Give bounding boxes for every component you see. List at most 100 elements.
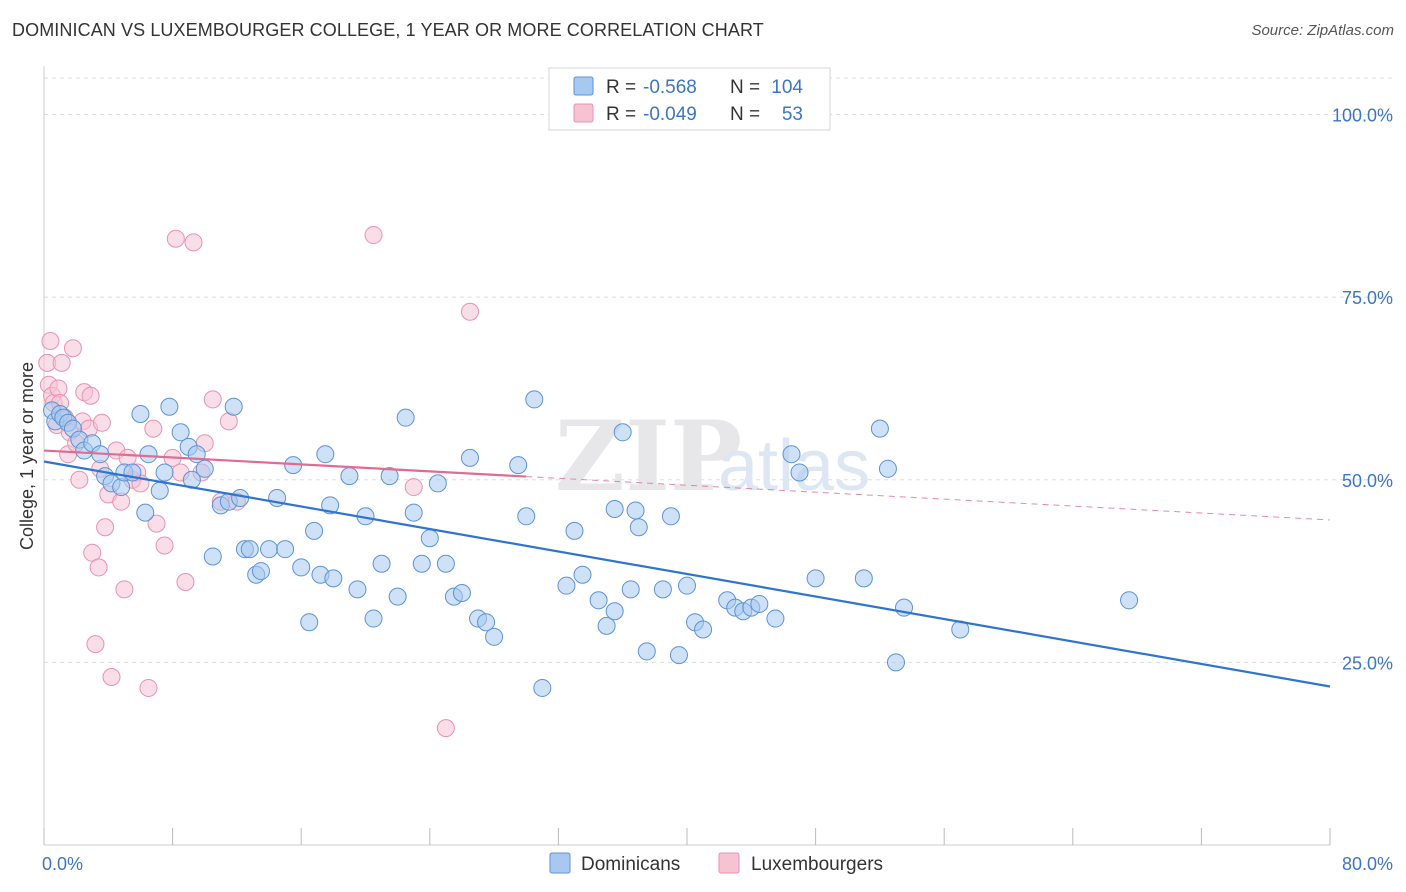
dominicans-point bbox=[155, 463, 174, 482]
dominicans-point bbox=[477, 613, 496, 632]
dominicans-point bbox=[195, 459, 214, 478]
dominicans-point bbox=[340, 467, 359, 486]
dominicans-point bbox=[388, 587, 407, 606]
legend-r-value-luxembourgers: -0.049 bbox=[643, 104, 697, 125]
dominicans-point bbox=[597, 616, 616, 635]
luxembourgers-point bbox=[92, 413, 111, 432]
luxembourgers-point bbox=[436, 719, 455, 738]
dominicans-point bbox=[316, 445, 335, 464]
luxembourgers-point bbox=[89, 558, 108, 577]
dominicans-point bbox=[790, 463, 809, 482]
dominicans-point bbox=[637, 642, 656, 661]
dominicans-point bbox=[766, 609, 785, 628]
dominicans-point bbox=[452, 583, 471, 602]
luxembourgers-point bbox=[139, 678, 158, 697]
dominicans-trendline bbox=[43, 460, 1331, 688]
dominicans-point bbox=[613, 423, 632, 442]
chart-source: Source: ZipAtlas.com bbox=[1251, 22, 1394, 39]
dominicans-point bbox=[878, 459, 897, 478]
dominicans-point bbox=[678, 576, 696, 595]
y-tick-label: 100.0% bbox=[1332, 106, 1393, 126]
dominicans-point bbox=[412, 554, 431, 573]
luxembourgers-point bbox=[102, 667, 121, 686]
luxembourgers-point bbox=[70, 470, 89, 489]
luxembourgers-point bbox=[41, 331, 60, 350]
series-legend-swatch-dominicans bbox=[549, 852, 571, 874]
dominicans-point bbox=[626, 501, 645, 520]
dominicans-point bbox=[605, 499, 624, 518]
y-axis-label: College, 1 year or more bbox=[17, 362, 37, 550]
dominicans-point bbox=[653, 580, 672, 599]
dominicans-point bbox=[806, 569, 825, 588]
x-tick-label: 80.0% bbox=[1342, 854, 1393, 874]
dominicans-point bbox=[533, 678, 552, 697]
legend-swatch-dominicans bbox=[573, 76, 594, 96]
dominicans-point bbox=[136, 503, 155, 522]
legend-r-label-dominicans: R = bbox=[606, 77, 636, 98]
dominicans-point bbox=[112, 478, 131, 497]
series-legend-swatch-luxembourgers bbox=[718, 852, 740, 874]
dominicans-point bbox=[139, 445, 158, 464]
legend-r-label-luxembourgers: R = bbox=[606, 104, 636, 125]
luxembourgers-point bbox=[115, 580, 134, 599]
y-tick-label: 50.0% bbox=[1342, 471, 1393, 491]
dominicans-point bbox=[565, 521, 584, 540]
dominicans-point bbox=[589, 591, 608, 610]
dominicans-point bbox=[305, 521, 324, 540]
grid-layer bbox=[44, 77, 1392, 663]
legend-n-label-dominicans: N = bbox=[730, 77, 760, 98]
dominicans-point bbox=[517, 507, 536, 526]
dominicans-point bbox=[252, 562, 271, 581]
luxembourgers-point bbox=[184, 233, 203, 252]
series-legend-label-luxembourgers: Luxembourgers bbox=[751, 854, 883, 875]
luxembourgers-point bbox=[63, 339, 82, 358]
luxembourgers-point bbox=[155, 536, 174, 555]
dominicans-point bbox=[605, 602, 624, 621]
y-tick-label: 25.0% bbox=[1342, 653, 1393, 673]
dominicans-point bbox=[782, 445, 801, 464]
axes-layer bbox=[43, 66, 1331, 846]
dominicans-point bbox=[669, 646, 688, 665]
dominicans-point bbox=[231, 489, 250, 508]
dominicans-point bbox=[300, 613, 319, 632]
dominicans-point bbox=[260, 540, 279, 559]
legend-n-value-luxembourgers: 53 bbox=[782, 104, 803, 125]
dominicans-point bbox=[886, 653, 905, 672]
dominicans-point bbox=[436, 554, 455, 573]
series-legend-label-dominicans: Dominicans bbox=[581, 854, 680, 875]
dominicans-point bbox=[525, 390, 544, 409]
dominicans-point bbox=[292, 558, 311, 577]
luxembourgers-point bbox=[144, 419, 163, 438]
watermark: ZIP atlas bbox=[555, 400, 870, 513]
dominicans-point bbox=[404, 503, 423, 522]
dominicans-points bbox=[43, 390, 1139, 697]
dominicans-point bbox=[324, 569, 343, 588]
dominicans-point bbox=[224, 397, 243, 416]
dominicans-point bbox=[348, 580, 367, 599]
dominicans-point bbox=[428, 474, 447, 493]
legend-swatch-luxembourgers bbox=[573, 103, 594, 123]
legend-r-value-dominicans: -0.568 bbox=[643, 77, 697, 98]
dominicans-point bbox=[557, 576, 576, 595]
dominicans-point bbox=[321, 496, 340, 515]
dominicans-point bbox=[276, 540, 295, 559]
luxembourgers-point bbox=[147, 514, 166, 533]
y-tick-label: 75.0% bbox=[1342, 288, 1393, 308]
dominicans-point bbox=[509, 456, 528, 475]
legend-n-value-dominicans: 104 bbox=[771, 77, 803, 98]
series-legend: Dominicans Luxembourgers bbox=[549, 852, 883, 875]
dominicans-point bbox=[364, 609, 383, 628]
luxembourgers-point bbox=[404, 478, 423, 497]
luxembourgers-point bbox=[86, 635, 105, 654]
correlation-legend: R = -0.568 N = 104 R = -0.049 N = 53 bbox=[548, 67, 831, 131]
luxembourgers-point bbox=[52, 353, 71, 372]
luxembourgers-point bbox=[460, 302, 479, 321]
dominicans-point bbox=[621, 580, 640, 599]
watermark-zip: ZIP bbox=[555, 400, 742, 513]
luxembourgers-point bbox=[81, 386, 100, 405]
dominicans-point bbox=[420, 529, 439, 548]
dominicans-point bbox=[1120, 591, 1139, 610]
dominicans-point bbox=[396, 408, 415, 427]
dominicans-point bbox=[160, 397, 179, 416]
